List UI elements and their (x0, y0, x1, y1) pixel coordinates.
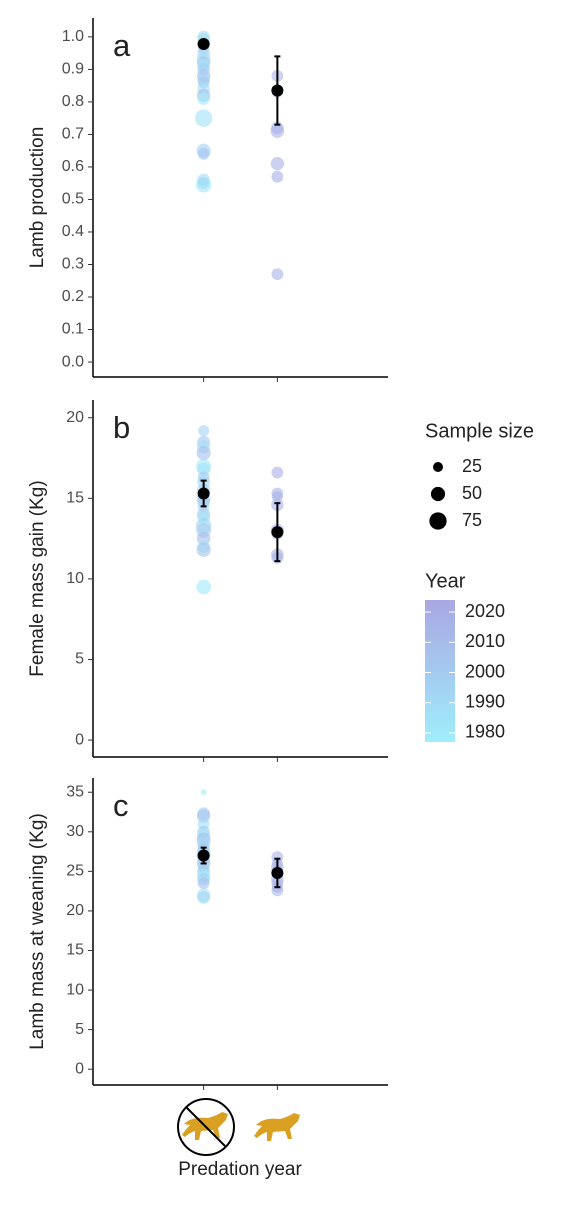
y-tick-label: 30 (66, 823, 84, 840)
y-tick-label: 0.9 (62, 61, 84, 78)
color-tick-label: 2020 (465, 601, 505, 621)
point (271, 170, 284, 183)
y-axis-title: Lamb mass at weaning (Kg) (27, 813, 48, 1050)
point (270, 124, 285, 138)
point (195, 177, 212, 193)
color-tick-label: 2010 (465, 631, 505, 651)
color-tick-label: 2000 (465, 661, 505, 681)
size-legend-label: 25 (462, 456, 482, 476)
y-tick-label: 10 (66, 981, 84, 998)
point (197, 148, 210, 160)
y-tick-label: 20 (66, 409, 84, 426)
y-tick-label: 5 (75, 651, 84, 668)
y-tick-label: 0.7 (62, 126, 84, 143)
color-tick-label: 1980 (465, 722, 505, 742)
panel-label: b (113, 410, 130, 445)
y-tick-label: 35 (66, 783, 84, 800)
y-tick-label: 15 (66, 490, 84, 507)
point (194, 109, 213, 127)
color-legend-title: Year (425, 570, 466, 592)
y-tick-label: 0.5 (62, 191, 84, 208)
y-tick-label: 0.6 (62, 158, 84, 175)
icon-slash (185, 1106, 227, 1148)
point (198, 425, 210, 437)
y-tick-label: 0.3 (62, 256, 84, 273)
mean-point (197, 487, 210, 500)
mean-point (197, 849, 210, 862)
point (197, 877, 210, 890)
mean-point (271, 866, 284, 879)
mean-point (271, 526, 284, 539)
point (200, 789, 207, 796)
point (271, 466, 284, 479)
size-legend-label: 75 (462, 510, 482, 530)
y-tick-label: 0.1 (62, 321, 84, 338)
mean-point (271, 84, 284, 97)
point (196, 446, 211, 461)
y-tick-label: 10 (66, 570, 84, 587)
y-tick-label: 0.8 (62, 93, 84, 110)
icon-circle (177, 1098, 235, 1156)
y-tick-label: 20 (66, 902, 84, 919)
size-legend-dot (429, 512, 447, 530)
size-legend-label: 50 (462, 483, 482, 503)
color-bar (425, 600, 455, 742)
panel-label: c (113, 788, 129, 823)
size-legend-dot (430, 486, 446, 502)
y-axis-title: Lamb production (27, 127, 48, 269)
size-legend-title: Sample size (425, 420, 534, 442)
y-tick-label: 0 (75, 1060, 84, 1077)
y-tick-label: 15 (66, 942, 84, 959)
point (271, 268, 284, 281)
y-axis-title: Female mass gain (Kg) (27, 480, 48, 676)
panel-label: a (113, 28, 131, 63)
point (197, 92, 210, 105)
y-tick-label: 1.0 (62, 28, 84, 45)
color-tick-label: 1990 (465, 691, 505, 711)
predation-icon (254, 1113, 300, 1141)
point (196, 542, 211, 557)
y-tick-label: 0.0 (62, 353, 84, 370)
y-tick-label: 5 (75, 1021, 84, 1038)
no-predation-icon (177, 1098, 235, 1156)
y-tick-label: 0.2 (62, 288, 84, 305)
point (197, 891, 210, 904)
mean-point (197, 38, 210, 51)
size-legend-dot (433, 462, 443, 472)
point (196, 579, 212, 595)
point (270, 156, 285, 171)
x-axis-title: Predation year (178, 1159, 302, 1180)
y-tick-label: 0.4 (62, 223, 84, 240)
y-tick-label: 0 (75, 731, 84, 748)
y-tick-label: 25 (66, 863, 84, 880)
